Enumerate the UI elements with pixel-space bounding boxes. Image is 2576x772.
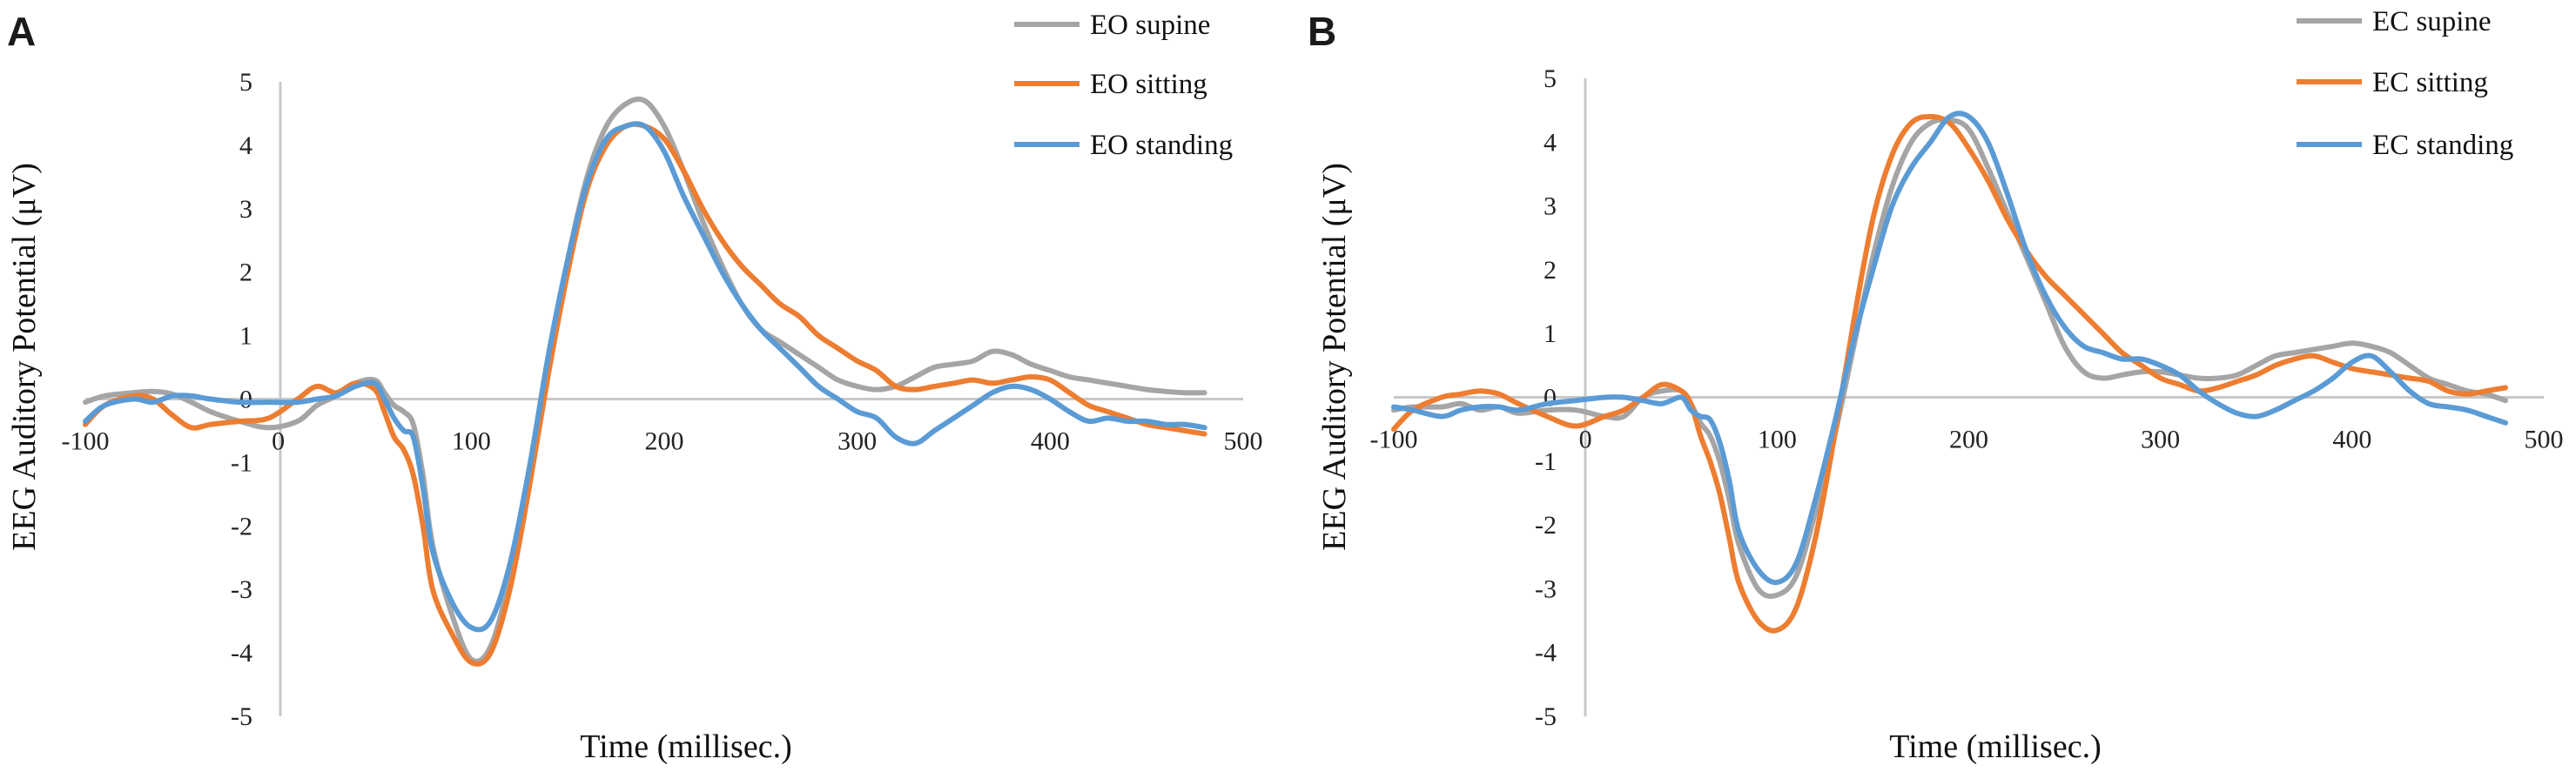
y-tick-label: 2 (239, 258, 252, 287)
panel-label-b: B (1308, 9, 1336, 54)
y-tick-label: 4 (239, 131, 252, 160)
y-axis-title-b: EEG Auditory Potential (μV) (1316, 163, 1353, 551)
legend-label-ec-standing: EC standing (2372, 130, 2513, 161)
x-tick-label: 300 (2141, 426, 2180, 454)
y-tick-label: 5 (1544, 64, 1557, 93)
x-tick-label: 400 (1031, 427, 1070, 456)
x-axis-title-a: Time (millisec.) (580, 728, 791, 765)
x-tick-label: 500 (2525, 426, 2564, 454)
x-tick-label: 500 (1224, 427, 1263, 456)
panel-label-a: A (7, 9, 36, 54)
y-tick-label: -4 (231, 639, 252, 668)
y-tick-label: 0 (239, 386, 252, 414)
legend-a: EO supine EO sitting EO standing (1014, 10, 1233, 161)
y-tick-label: -2 (231, 512, 252, 540)
x-tick-label: 400 (2332, 426, 2371, 454)
y-tick-label: 2 (1544, 256, 1557, 285)
legend-label-ec-supine: EC supine (2372, 6, 2492, 37)
y-tick-label: 4 (1544, 128, 1557, 157)
x-axis-title-b: Time (millisec.) (1889, 728, 2101, 765)
x-tick-label: 200 (1949, 426, 1988, 454)
legend-label-eo-supine: EO supine (1090, 10, 1210, 41)
x-tick-label: 200 (645, 427, 684, 456)
y-tick-label: -1 (231, 448, 252, 477)
y-tick-label: -3 (231, 575, 252, 604)
legend-b: EC supine EC sitting EC standing (2297, 6, 2513, 161)
y-axis-title-a: EEG Auditory Potential (μV) (6, 163, 43, 551)
y-tick-label: 1 (1544, 319, 1557, 348)
series-line-ec-supine (1391, 117, 2508, 600)
x-tick-label: 0 (272, 427, 285, 456)
y-tick-label: -5 (1535, 702, 1557, 731)
legend-label-eo-standing: EO standing (1090, 130, 1233, 161)
series-line-ec-standing (1391, 111, 2508, 586)
y-tick-label: 3 (1544, 192, 1557, 221)
legend-label-ec-sitting: EC sitting (2372, 67, 2488, 98)
y-tick-label: 1 (239, 322, 252, 351)
y-tick-label: -1 (1535, 447, 1557, 476)
x-tick-label: 100 (1758, 426, 1797, 454)
series-line-eo-standing (83, 121, 1207, 633)
series-line-eo-supine (83, 96, 1207, 664)
y-tick-label: -5 (231, 702, 252, 731)
y-tick-label: -3 (1535, 574, 1557, 603)
series-line-ec-sitting (1391, 114, 2508, 634)
legend-label-eo-sitting: EO sitting (1090, 69, 1207, 100)
y-tick-label: 3 (239, 195, 252, 224)
x-tick-label: 0 (1579, 426, 1592, 454)
x-tick-label: 100 (452, 427, 491, 456)
y-tick-label: 5 (239, 68, 252, 97)
y-tick-label: -4 (1535, 639, 1557, 668)
x-tick-label: -100 (62, 427, 110, 456)
y-tick-label: -2 (1535, 511, 1557, 540)
x-tick-label: 300 (837, 427, 877, 456)
